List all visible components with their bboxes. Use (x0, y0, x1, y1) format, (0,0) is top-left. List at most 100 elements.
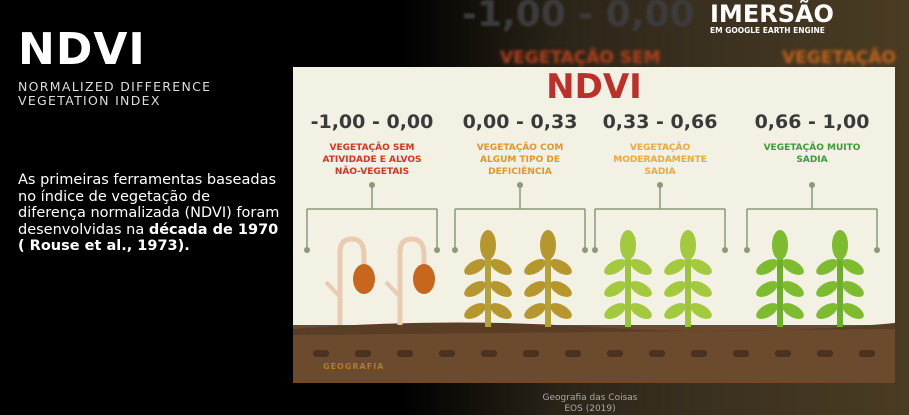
plant-stem (777, 237, 783, 327)
soil-stone (733, 350, 749, 357)
soil-stone (859, 350, 875, 357)
soil-stone (775, 350, 791, 357)
logo-tagline: EM GOOGLE EARTH ENGINE (710, 26, 825, 35)
bracket-dot (434, 247, 440, 253)
soil-stone (481, 350, 497, 357)
soil-stone (817, 350, 833, 357)
plant-leaf (690, 281, 712, 297)
class-label: VEGETAÇÃO COM ALGUM TIPO DE DEFICIÊNCIA (476, 143, 564, 177)
bracket-dot (304, 247, 310, 253)
plant-leaf (604, 281, 626, 297)
soil-edge (293, 322, 895, 335)
class-label: VEGETAÇÃO MUITO SADIA (763, 143, 861, 165)
plant-leaf (690, 303, 712, 319)
plant-leaf (842, 259, 864, 275)
plant-leaf (782, 303, 804, 319)
plant-leaf (604, 303, 626, 319)
plant-stem (397, 236, 427, 325)
plant-leaf (464, 281, 486, 297)
plant-leaf (842, 303, 864, 319)
plant-leaf (690, 259, 712, 275)
plant-leaf (782, 259, 804, 275)
background-label: VEGETAÇÃO SEM (500, 48, 661, 68)
plant-leaf (664, 303, 686, 319)
soil-stone (397, 350, 413, 357)
bracket-dot (809, 182, 815, 188)
plant-stem (384, 280, 402, 299)
plant-stem (625, 237, 631, 327)
plant-leaf (772, 230, 788, 260)
plant-leaf (680, 230, 696, 260)
plant-leaf (664, 259, 686, 275)
range-label: 0,66 - 1,00 (754, 111, 870, 133)
plant-leaf (664, 281, 686, 297)
plant-leaf (413, 264, 435, 294)
range-label: 0,00 - 0,33 (462, 111, 578, 133)
plant-leaf (550, 281, 572, 297)
class-label: VEGETAÇÃO MODERADAMENTE SADIA (613, 143, 707, 177)
caption: Geografia das Coisas (542, 393, 638, 403)
plant-leaf (842, 281, 864, 297)
plant-leaf (630, 259, 652, 275)
plant-leaf (464, 259, 486, 275)
plant-leaf (816, 281, 838, 297)
plant-leaf (756, 281, 778, 297)
bracket-dot (592, 247, 598, 253)
plant-stem (324, 280, 342, 299)
slide-body: As primeiras ferramentas baseadas no índ… (18, 172, 280, 255)
plant-leaf (353, 264, 375, 294)
bracket-dot (744, 247, 750, 253)
soil-stone (607, 350, 623, 357)
plant-stem (545, 237, 551, 327)
infographic-title: NDVI (546, 67, 642, 107)
slide-subtitle: NORMALIZED DIFFERENCE VEGETATION INDEX (18, 79, 212, 108)
logo: IMERSÃO (710, 0, 834, 28)
bracket-dot (722, 247, 728, 253)
plant-leaf (782, 281, 804, 297)
plant-leaf (490, 281, 512, 297)
range-label: -1,00 - 0,00 (310, 111, 434, 133)
plant-leaf (540, 230, 556, 260)
bracket-dot (874, 247, 880, 253)
plant-leaf (464, 303, 486, 319)
soil-stone (565, 350, 581, 357)
plant-leaf (490, 303, 512, 319)
plant-leaf (524, 259, 546, 275)
soil-stone (439, 350, 455, 357)
bracket-dot (452, 247, 458, 253)
soil (293, 325, 895, 383)
plant-leaf (524, 281, 546, 297)
bracket-dot (657, 182, 663, 188)
plant-leaf (550, 259, 572, 275)
bracket-dot (582, 247, 588, 253)
plant-leaf (832, 230, 848, 260)
class-label: VEGETAÇÃO SEM ATIVIDADE E ALVOS NÃO-VEGE… (322, 143, 422, 177)
plant-stem (337, 236, 367, 325)
plant-leaf (480, 230, 496, 260)
background-label: VEGETAÇÃO (782, 48, 896, 68)
soil-stone (523, 350, 539, 357)
plant-leaf (524, 303, 546, 319)
soil-stone (313, 350, 329, 357)
plant-leaf (816, 259, 838, 275)
plant-leaf (620, 230, 636, 260)
plant-leaf (756, 259, 778, 275)
plant-stem (685, 237, 691, 327)
plant-leaf (630, 281, 652, 297)
caption: EOS (2019) (564, 404, 616, 414)
plant-leaf (756, 303, 778, 319)
plant-leaf (604, 259, 626, 275)
slide-title: NDVI (18, 24, 146, 75)
plant-leaf (630, 303, 652, 319)
plant-leaf (550, 303, 572, 319)
body-bold: década de 1970 ( Rouse et al., 1973). (18, 221, 279, 255)
soil-stone (355, 350, 371, 357)
plant-stem (837, 237, 843, 327)
plant-stem (485, 237, 491, 327)
bracket-dot (369, 182, 375, 188)
infographic: NDVI GEOGRAFIA -1,00 - 0,00 VEGETAÇÃO SEM… (293, 67, 895, 383)
range-label: 0,33 - 0,66 (602, 111, 718, 133)
background-range: -1,00 - 0,00 (462, 0, 695, 35)
